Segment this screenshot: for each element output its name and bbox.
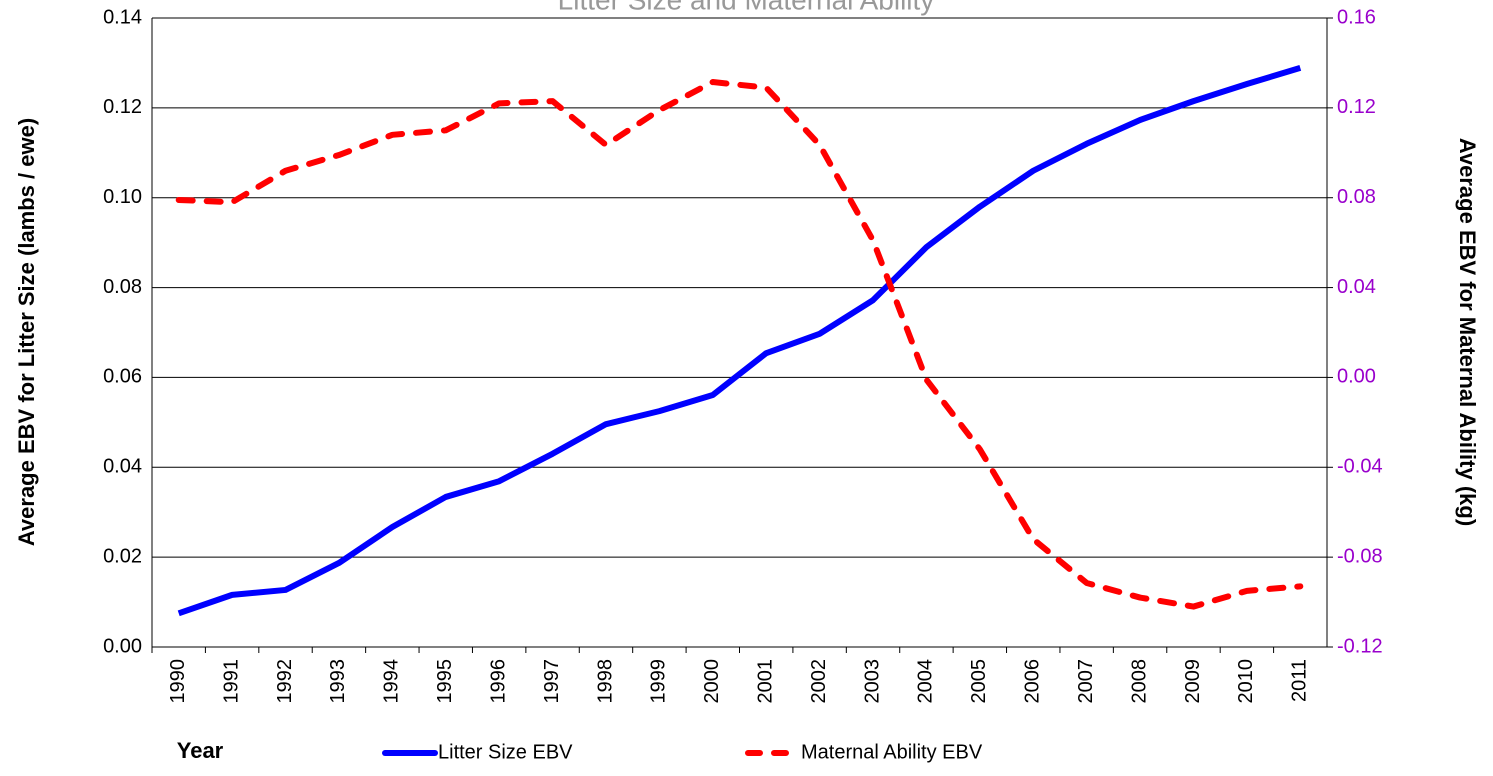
x-tick-label: 2005 [968, 659, 990, 704]
x-tick-label: 1997 [541, 659, 563, 704]
y-tick-label: 0.12 [103, 96, 142, 118]
legend-label: Maternal Ability EBV [801, 741, 983, 763]
x-tick-label: 1991 [220, 659, 242, 704]
x-tick-label: 2010 [1235, 659, 1257, 704]
x-tick-label: 2009 [1182, 659, 1204, 704]
y-tick-label: 0.08 [103, 276, 142, 298]
y-tick-label: 0.14 [103, 6, 142, 28]
x-tick-label: 2004 [915, 659, 937, 704]
x-tick-label: 1996 [487, 659, 509, 704]
y2-tick-label: -0.12 [1337, 635, 1383, 657]
x-tick-label: 1999 [648, 659, 670, 704]
y-tick-label: 0.10 [103, 186, 142, 208]
x-tick-label: 2006 [1022, 659, 1044, 704]
y2-tick-label: -0.04 [1337, 456, 1383, 478]
chart-title: Litter Size and Maternal Ability [558, 0, 935, 15]
x-tick-label: 1994 [381, 659, 403, 704]
x-axis-title: Year [177, 738, 224, 763]
y2-axis-title: Average EBV for Maternal Ability (kg) [1455, 138, 1480, 526]
x-tick-label: 2011 [1289, 659, 1311, 702]
x-tick-label: 1993 [327, 659, 349, 704]
y-tick-label: 0.00 [103, 635, 142, 657]
y2-tick-label: 0.12 [1337, 96, 1376, 118]
y2-tick-label: 0.00 [1337, 366, 1376, 388]
y-tick-label: 0.04 [103, 456, 142, 478]
x-tick-label: 1990 [167, 659, 189, 704]
x-tick-label: 2007 [1075, 659, 1097, 704]
x-tick-label: 1992 [274, 659, 296, 704]
x-tick-label: 1998 [594, 659, 616, 704]
x-tick-label: 2000 [701, 659, 723, 704]
series-line [177, 64, 1302, 617]
series-line [175, 79, 1304, 610]
y2-tick-label: 0.04 [1337, 276, 1376, 298]
x-tick-label: 2008 [1128, 659, 1150, 704]
legend-label: Litter Size EBV [438, 741, 573, 763]
y2-tick-label: -0.08 [1337, 545, 1383, 567]
y2-tick-label: 0.08 [1337, 186, 1376, 208]
x-tick-label: 1995 [434, 659, 456, 704]
x-tick-label: 2001 [754, 659, 776, 704]
y2-tick-label: 0.16 [1337, 6, 1376, 28]
y-tick-label: 0.06 [103, 366, 142, 388]
y-axis-title: Average EBV for Litter Size (lambs / ewe… [14, 118, 39, 546]
x-tick-label: 2002 [808, 659, 830, 704]
y-tick-label: 0.02 [103, 545, 142, 567]
x-tick-label: 2003 [861, 659, 883, 704]
